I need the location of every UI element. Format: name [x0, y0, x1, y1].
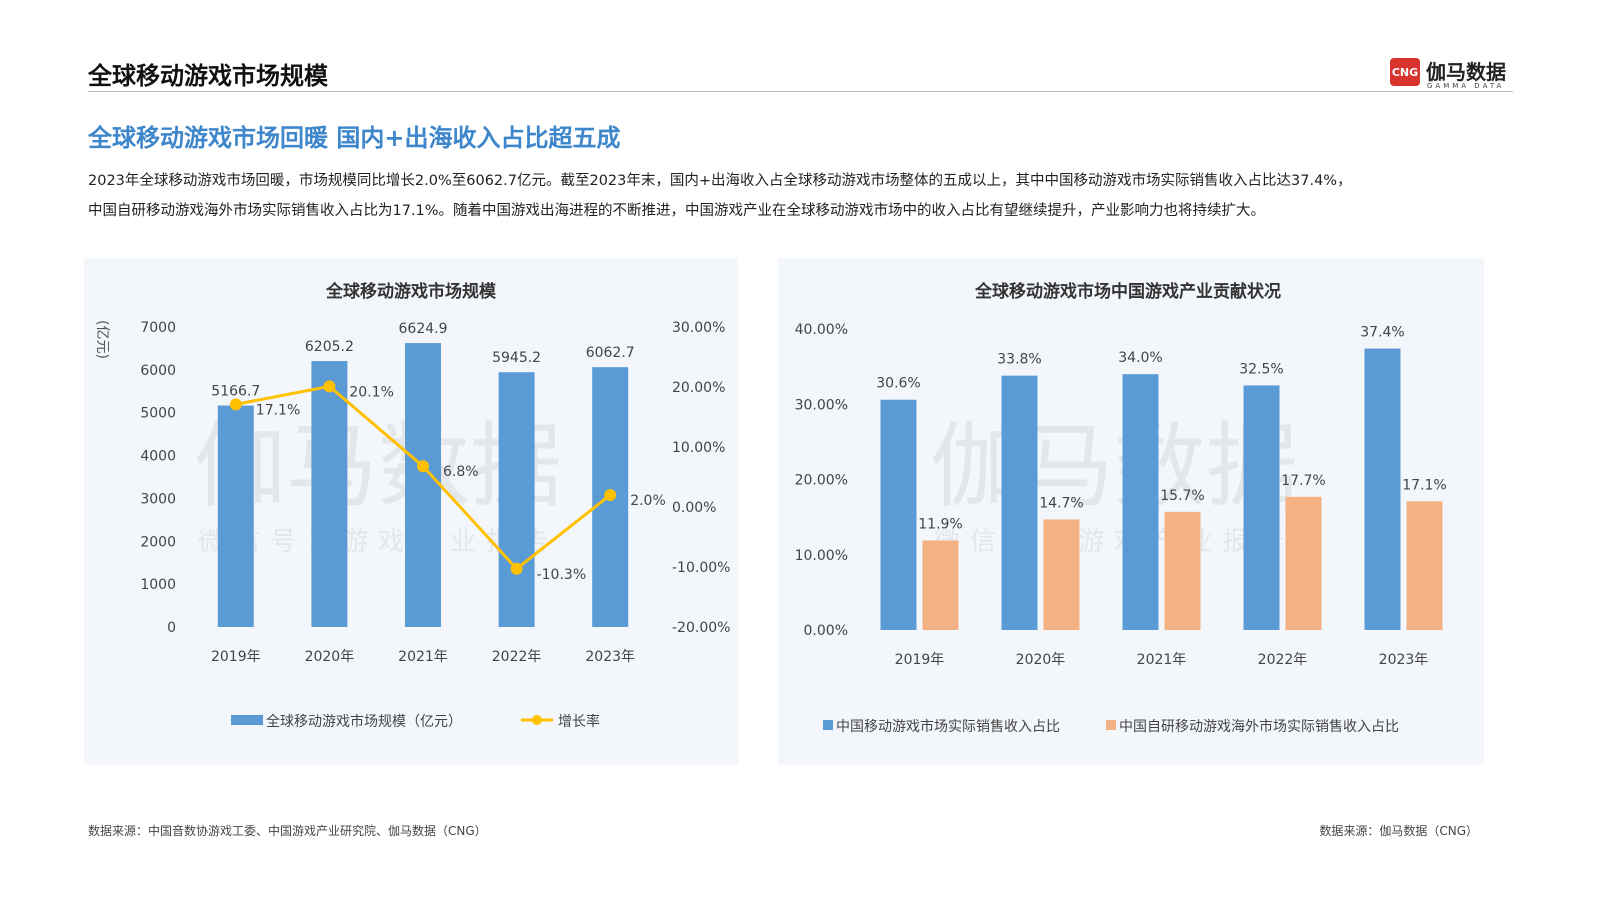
bar-value-label: 6062.7 — [586, 345, 635, 361]
y2-tick-label: 10.00% — [672, 440, 725, 456]
footer-source-right: 数据来源：伽马数据（CNG） — [1319, 824, 1478, 838]
section-headline: 全球移动游戏市场回暖 国内+出海收入占比超五成 — [88, 124, 621, 152]
growth-rate-label: -10.3% — [537, 567, 587, 583]
y2-tick-label: 20.00% — [672, 380, 725, 396]
bar-value-label: 5166.7 — [211, 384, 260, 400]
growth-rate-label: 20.1% — [349, 384, 393, 400]
legend-swatch-bar — [231, 715, 263, 725]
legend-label-bar: 全球移动游戏市场规模（亿元） — [266, 713, 462, 730]
watermark-main: 伽马数据 — [930, 413, 1298, 520]
y2-tick-label: -20.00% — [672, 620, 730, 636]
legend-swatch-line-point — [532, 715, 542, 725]
bar-value-label: 6624.9 — [399, 321, 448, 337]
y-tick-label: 7000 — [140, 320, 176, 336]
summary-paragraph: 2023年全球移动游戏市场回暖，市场规模同比增长2.0%至6062.7亿元。截至… — [88, 166, 1518, 226]
market-size-bar — [405, 343, 441, 627]
y-tick-label: 0.00% — [804, 623, 848, 639]
growth-rate-point — [510, 562, 523, 575]
bar-value-label: 33.8% — [997, 352, 1041, 368]
market-size-chart: 伽马数据微信号：游戏产业报告全球移动游戏市场规模(亿元)010002000300… — [94, 281, 730, 730]
bar-value-label: 11.9% — [918, 516, 962, 532]
legend-label-overseas: 中国自研移动游戏海外市场实际销售收入占比 — [1119, 718, 1399, 735]
x-tick-label: 2021年 — [1137, 652, 1187, 668]
bar-value-label: 30.6% — [876, 376, 920, 392]
growth-rate-label: 17.1% — [256, 402, 300, 418]
china-share-bar — [1243, 385, 1280, 630]
china-share-bar — [1001, 375, 1038, 630]
y-tick-label: 5000 — [140, 406, 176, 422]
summary-line-2: 中国自研移动游戏海外市场实际销售收入占比为17.1%。随着中国游戏出海进程的不断… — [88, 203, 1266, 219]
china-share-bar — [880, 399, 917, 630]
header-divider — [88, 91, 1513, 92]
logo-subtitle: GAMMA DATA — [1427, 82, 1505, 90]
legend-swatch-overseas — [1106, 720, 1116, 730]
legend-label-line: 增长率 — [558, 713, 600, 730]
logo-mark-icon: CNG — [1390, 58, 1420, 86]
overseas-share-bar — [1406, 501, 1443, 630]
y-tick-label: 4000 — [140, 449, 176, 465]
x-tick-label: 2020年 — [1016, 652, 1066, 668]
y2-tick-label: 0.00% — [672, 500, 716, 516]
growth-rate-label: 6.8% — [443, 464, 479, 480]
watermark-sub: 微信号：游戏产业报告 — [934, 527, 1294, 557]
x-tick-label: 2022年 — [492, 649, 542, 665]
chart-panel-china-contribution: 伽马数据微信号：游戏产业报告 全球移动游戏市场中国游戏产业贡献状况 0.00% 10.… — [778, 258, 1484, 765]
growth-rate-point — [229, 398, 242, 411]
x-tick-label: 2019年 — [211, 649, 261, 665]
brand-logo: CNG 伽马数据 GAMMA DATA — [1390, 56, 1515, 92]
y-axis-label: (亿元) — [94, 320, 110, 359]
bar-value-label: 14.7% — [1039, 495, 1083, 511]
overseas-share-bar — [922, 540, 959, 630]
growth-rate-point — [417, 460, 429, 473]
y-tick-label: 2000 — [140, 534, 176, 550]
china-share-bar — [1364, 348, 1401, 630]
chart-title: 全球移动游戏市场规模 — [325, 281, 497, 302]
growth-rate-point — [604, 489, 617, 501]
y-tick-label: 6000 — [140, 363, 176, 379]
overseas-share-bar — [1164, 511, 1201, 630]
growth-rate-point — [323, 380, 336, 393]
watermark-sub: 微信号：游戏产业报告 — [198, 527, 558, 557]
x-tick-label: 2019年 — [895, 652, 945, 668]
page-title: 全球移动游戏市场规模 — [88, 62, 328, 90]
growth-rate-label: 2.0% — [630, 493, 666, 509]
chart-title: 全球移动游戏市场中国游戏产业贡献状况 — [974, 281, 1281, 302]
market-size-bar — [498, 372, 535, 627]
bar-value-label: 6205.2 — [305, 339, 354, 355]
overseas-share-bar — [1043, 519, 1080, 630]
bar-value-label: 37.4% — [1360, 325, 1404, 341]
x-tick-label: 2022年 — [1258, 652, 1308, 668]
y-tick-label: 10.00% — [795, 548, 848, 564]
y-tick-label: 3000 — [140, 491, 176, 507]
y-tick-label: 0 — [167, 620, 176, 636]
y-tick-label: 30.00% — [795, 397, 848, 413]
china-share-bar — [1122, 374, 1159, 630]
bar-value-label: 17.7% — [1281, 473, 1325, 489]
market-size-bar — [311, 361, 348, 627]
x-tick-label: 2023年 — [585, 649, 635, 665]
footer-source-left: 数据来源：中国音数协游戏工委、中国游戏产业研究院、伽马数据（CNG） — [88, 824, 487, 838]
summary-line-1: 2023年全球移动游戏市场回暖，市场规模同比增长2.0%至6062.7亿元。截至… — [88, 173, 1352, 189]
legend-swatch-china — [823, 720, 833, 730]
logo-name: 伽马数据 — [1426, 60, 1506, 84]
y2-tick-label: -10.00% — [672, 560, 730, 576]
y2-tick-label: 30.00% — [672, 320, 725, 336]
bar-value-label: 15.7% — [1160, 488, 1204, 504]
bar-value-label: 32.5% — [1239, 361, 1283, 377]
chart-panel-market-size: 伽马数据 微信号：游戏产业报告 全球移动游戏市场规模 (亿元) 0 1000 2000 300… — [84, 258, 738, 765]
market-size-bar — [217, 405, 254, 627]
y-tick-label: 20.00% — [795, 473, 848, 489]
y-tick-label: 40.00% — [795, 322, 848, 338]
x-tick-label: 2021年 — [398, 649, 448, 665]
legend-label-china: 中国移动游戏市场实际销售收入占比 — [836, 718, 1060, 735]
overseas-share-bar — [1285, 496, 1322, 630]
x-tick-label: 2020年 — [305, 649, 355, 665]
bar-value-label: 5945.2 — [492, 350, 541, 366]
bar-value-label: 17.1% — [1402, 477, 1446, 493]
bar-value-label: 34.0% — [1118, 350, 1162, 366]
x-tick-label: 2023年 — [1379, 652, 1429, 668]
y-tick-label: 1000 — [140, 577, 176, 593]
